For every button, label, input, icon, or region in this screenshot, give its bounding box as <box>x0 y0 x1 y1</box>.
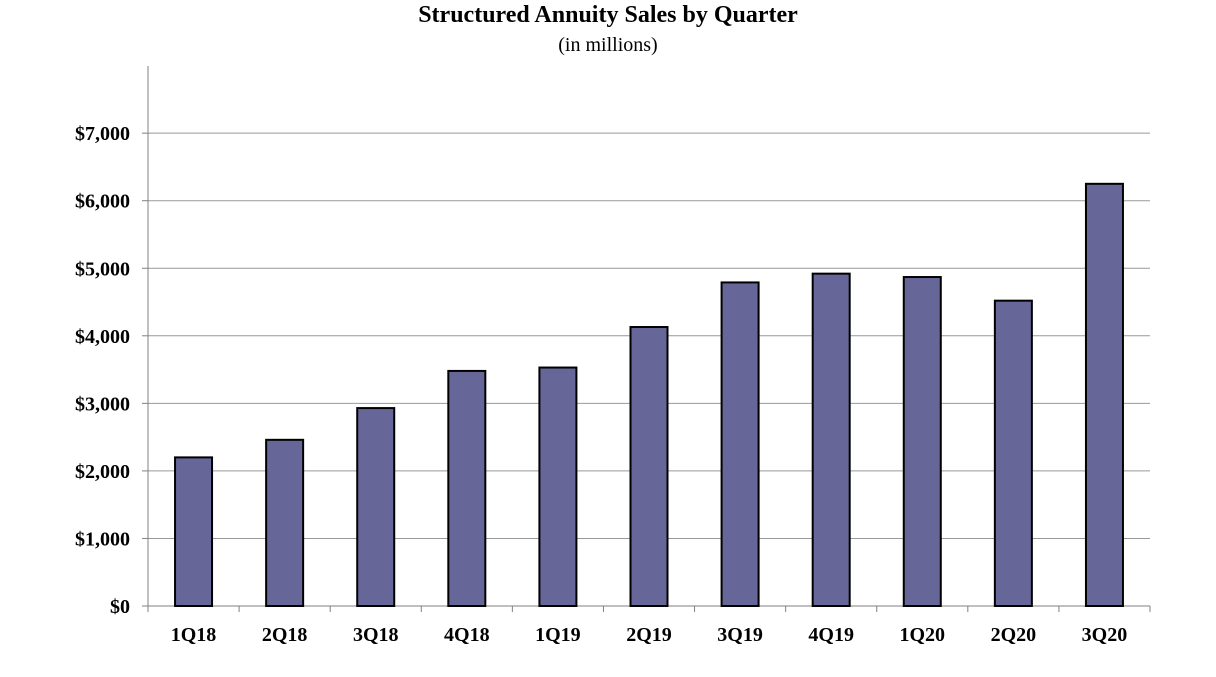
bar-3Q20 <box>1084 182 1124 607</box>
y-tick-label: $2,000 <box>75 461 130 483</box>
x-tick-label: 2Q20 <box>991 624 1037 646</box>
bar-3Q18 <box>356 407 396 607</box>
bar-1Q19 <box>538 366 578 607</box>
y-tick-label: $5,000 <box>75 258 130 280</box>
bar-2Q20 <box>993 299 1033 607</box>
y-tick-label: $7,000 <box>75 123 130 145</box>
x-tick-label: 4Q19 <box>808 624 854 646</box>
y-tick-label: $1,000 <box>75 528 130 550</box>
y-tick-label: $6,000 <box>75 191 130 213</box>
chart-subtitle: (in millions) <box>558 34 658 56</box>
bar-2Q19 <box>629 326 669 607</box>
y-tick-label: $4,000 <box>75 326 130 348</box>
x-tick-labels: 1Q18 2Q18 3Q18 4Q18 1Q19 2Q19 3Q19 4Q19 1Q20 2Q20… <box>171 624 1127 646</box>
bar-1Q20 <box>902 276 942 607</box>
x-tick-label: 4Q18 <box>444 624 490 646</box>
bar-4Q19 <box>811 272 851 607</box>
x-tick-label: 1Q19 <box>535 624 581 646</box>
bar-2Q18 <box>265 438 305 607</box>
x-tick-label: 3Q20 <box>1082 624 1128 646</box>
bars <box>174 182 1124 608</box>
bar-3Q19 <box>720 281 760 607</box>
x-tick-label: 3Q18 <box>353 624 399 646</box>
x-tick-label: 2Q19 <box>626 624 672 646</box>
bar-4Q18 <box>447 369 487 607</box>
y-tick-label: $3,000 <box>75 393 130 415</box>
x-tick-label: 3Q19 <box>717 624 763 646</box>
y-tick-label: $0 <box>110 596 130 618</box>
bar-1Q18 <box>174 456 214 608</box>
x-tick-label: 1Q18 <box>171 624 217 646</box>
x-tick-label: 1Q20 <box>899 624 945 646</box>
chart-title: Structured Annuity Sales by Quarter <box>418 2 798 28</box>
x-tick-label: 2Q18 <box>262 624 308 646</box>
y-tick-labels: $0 $1,000 $2,000 $3,000 $4,000 $5,000 $6,000 $7… <box>75 123 130 618</box>
